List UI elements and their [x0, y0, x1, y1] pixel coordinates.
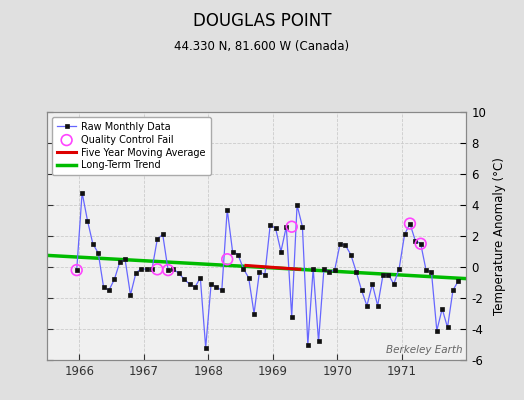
Line: Raw Monthly Data: Raw Monthly Data [75, 191, 460, 350]
Five Year Moving Average [297, 267, 303, 272]
Raw Monthly Data [342, 243, 348, 248]
Legend: Raw Monthly Data, Quality Control Fail, Five Year Moving Average, Long-Term Tren: Raw Monthly Data, Quality Control Fail, … [52, 117, 211, 175]
Quality Control Fail [72, 267, 81, 273]
Quality Control Fail [223, 256, 232, 262]
Y-axis label: Temperature Anomaly (°C): Temperature Anomaly (°C) [493, 157, 506, 315]
Five Year Moving Average [286, 266, 292, 271]
Quality Control Fail [288, 224, 296, 230]
Raw Monthly Data [73, 268, 80, 272]
Raw Monthly Data [79, 190, 85, 195]
Quality Control Fail [417, 240, 425, 247]
Line: Five Year Moving Average: Five Year Moving Average [246, 266, 300, 269]
Five Year Moving Average [275, 265, 281, 270]
Raw Monthly Data [455, 278, 462, 283]
Five Year Moving Average [265, 265, 271, 270]
Quality Control Fail [153, 266, 161, 272]
Raw Monthly Data [203, 345, 209, 350]
Text: Berkeley Earth: Berkeley Earth [386, 345, 462, 355]
Raw Monthly Data [434, 328, 440, 333]
Raw Monthly Data [326, 269, 332, 274]
Raw Monthly Data [133, 271, 139, 276]
Quality Control Fail [406, 220, 414, 227]
Raw Monthly Data [299, 224, 305, 229]
Quality Control Fail [164, 267, 172, 273]
Text: DOUGLAS POINT: DOUGLAS POINT [193, 12, 331, 30]
Five Year Moving Average [254, 264, 260, 269]
Five Year Moving Average [243, 263, 249, 268]
Text: 44.330 N, 81.600 W (Canada): 44.330 N, 81.600 W (Canada) [174, 40, 350, 53]
Raw Monthly Data [213, 285, 220, 290]
